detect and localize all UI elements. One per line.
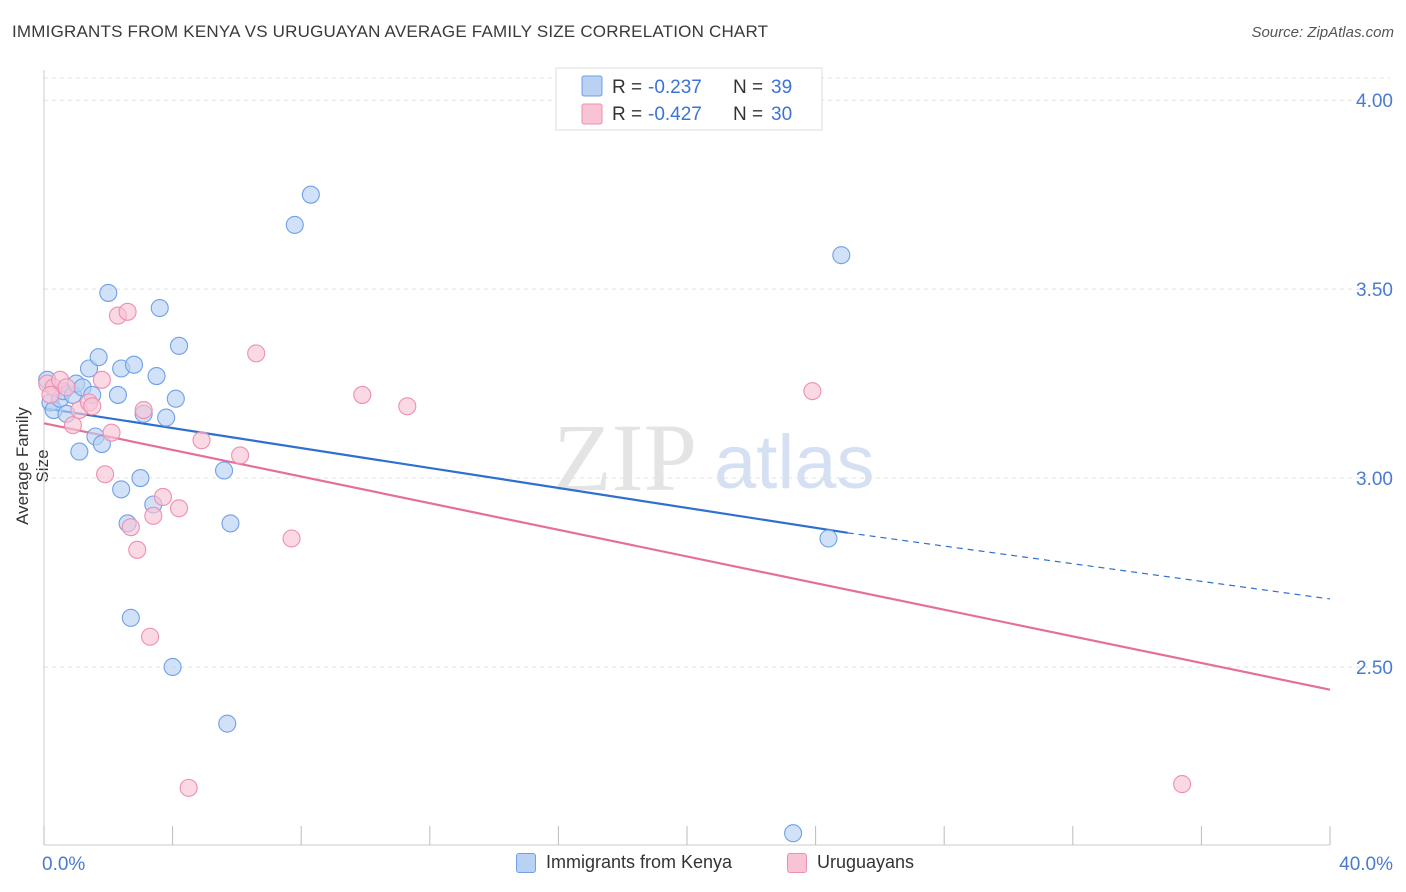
data-point-kenya <box>285 215 304 234</box>
data-point-uruguayans <box>63 416 82 435</box>
legend-n-value-kenya: 39 <box>771 77 792 98</box>
watermark-zip: ZIP <box>553 404 697 511</box>
source-credit: Source: ZipAtlas.com <box>1251 24 1394 41</box>
data-point-uruguayans <box>57 378 76 397</box>
trend-lines <box>43 407 1331 691</box>
legend-r-label-uruguayans: R = <box>612 104 642 125</box>
legend-n-label-kenya: N = <box>733 77 763 98</box>
data-point-kenya <box>108 385 127 404</box>
data-point-uruguayans <box>282 529 301 548</box>
data-point-kenya <box>819 529 838 548</box>
watermark-atlas: atlas <box>714 420 875 505</box>
data-point-uruguayans <box>92 370 111 389</box>
legend-item-uruguayans: Uruguayans <box>787 852 914 873</box>
y-tick-labels: 4.00 3.50 3.00 2.50 <box>1356 91 1393 679</box>
chart-title: IMMIGRANTS FROM KENYA VS URUGUAYAN AVERA… <box>12 22 769 41</box>
data-point-uruguayans <box>41 385 60 404</box>
data-point-uruguayans <box>128 540 147 559</box>
data-point-uruguayans <box>231 446 250 465</box>
data-point-kenya <box>121 608 140 627</box>
data-point-uruguayans <box>153 487 173 507</box>
trend-line-kenya-extension <box>847 532 1331 600</box>
legend-r-value-uruguayans: -0.427 <box>648 104 702 125</box>
data-point-kenya <box>169 336 189 355</box>
data-point-kenya <box>214 461 234 480</box>
data-point-kenya <box>112 480 131 499</box>
gridlines <box>44 77 1390 668</box>
data-point-uruguayans <box>134 400 153 420</box>
data-point-uruguayans <box>353 385 372 404</box>
data-point-kenya <box>131 469 150 488</box>
legend-label-uruguayans: Uruguayans <box>817 852 915 872</box>
legend-r-value-kenya: -0.237 <box>648 77 702 98</box>
legend-label-kenya: Immigrants from Kenya <box>546 852 733 872</box>
stats-legend: R = -0.237 N = 39 R = -0.427 N = 30 <box>555 67 823 131</box>
data-point-kenya <box>221 514 240 533</box>
trend-line-kenya <box>43 407 848 534</box>
data-point-kenya <box>784 824 803 843</box>
y-tick-label: 3.50 <box>1356 280 1393 301</box>
data-point-uruguayans <box>118 302 137 321</box>
data-points <box>38 185 1192 843</box>
data-point-kenya <box>70 442 89 461</box>
data-point-uruguayans <box>803 382 822 401</box>
data-point-kenya <box>124 355 144 374</box>
data-point-kenya <box>163 657 182 677</box>
data-point-uruguayans <box>144 506 163 525</box>
legend-r-label-kenya: R = <box>612 77 642 98</box>
data-point-uruguayans <box>83 397 102 416</box>
data-point-kenya <box>166 389 185 408</box>
data-point-kenya <box>147 366 166 386</box>
data-point-kenya <box>157 408 176 427</box>
data-point-kenya <box>832 246 851 265</box>
data-point-uruguayans <box>169 499 189 518</box>
legend-swatch-kenya <box>581 75 603 97</box>
x-tick-label-min: 0.0% <box>42 854 85 875</box>
legend-n-value-uruguayans: 30 <box>771 104 792 125</box>
data-point-kenya <box>301 185 320 204</box>
x-tick-label-max: 40.0% <box>1339 854 1393 875</box>
data-point-uruguayans <box>102 423 121 442</box>
data-point-uruguayans <box>398 397 417 416</box>
data-point-uruguayans <box>192 431 211 450</box>
legend-swatch-kenya-bottom <box>516 852 536 873</box>
trend-line-uruguayans <box>43 422 1331 691</box>
y-tick-label: 3.00 <box>1356 469 1393 490</box>
legend-n-label-uruguayans: N = <box>733 104 763 125</box>
data-point-kenya <box>89 348 108 367</box>
axes <box>43 70 1331 846</box>
legend-item-kenya: Immigrants from Kenya <box>516 852 732 873</box>
y-tick-label: 2.50 <box>1356 658 1393 679</box>
data-point-uruguayans <box>141 627 160 646</box>
data-point-kenya <box>218 714 237 733</box>
data-point-uruguayans <box>179 778 198 797</box>
data-point-uruguayans <box>247 344 266 363</box>
series-legend: Immigrants from Kenya Uruguayans <box>0 852 1406 878</box>
data-point-kenya <box>150 298 169 318</box>
legend-swatch-uruguayans <box>581 103 603 125</box>
data-point-uruguayans <box>121 518 140 537</box>
data-point-uruguayans <box>96 465 115 484</box>
data-point-uruguayans <box>1173 775 1192 794</box>
y-tick-label: 4.00 <box>1356 91 1393 112</box>
data-point-kenya <box>99 283 118 302</box>
legend-swatch-uruguayans-bottom <box>787 852 807 873</box>
